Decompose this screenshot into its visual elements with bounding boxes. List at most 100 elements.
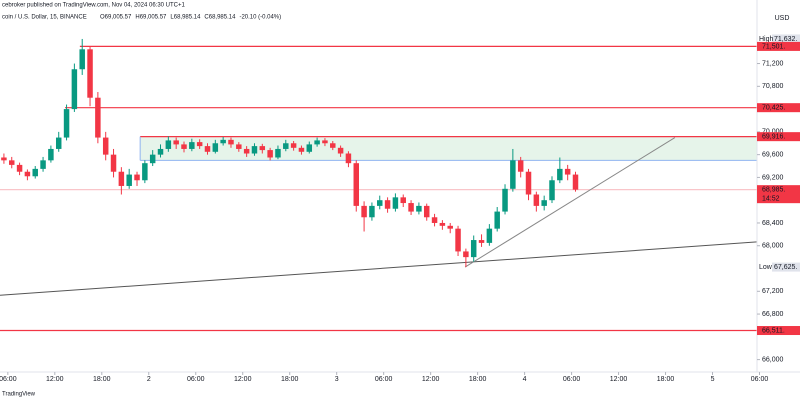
- candle-body: [173, 140, 179, 145]
- candle-body: [572, 174, 579, 190]
- candle-body: [87, 49, 93, 98]
- candle-body: [267, 150, 273, 158]
- candle-body: [157, 148, 164, 155]
- x-tick-label: 06:00: [0, 376, 17, 383]
- candle-body: [525, 171, 532, 195]
- candle-body: [149, 154, 156, 164]
- price-tag: [757, 41, 800, 51]
- price-tag-label: 68,985.: [762, 187, 785, 194]
- price-tag-label: 69,916.: [762, 133, 785, 140]
- trendline: [464, 137, 676, 268]
- candle-body: [1, 157, 7, 161]
- candle-body: [48, 148, 54, 161]
- publisher: cebroker published on TradingView.com, N…: [2, 3, 185, 9]
- candle-body: [275, 148, 281, 158]
- x-tick-label: 2: [147, 376, 151, 383]
- candle-body: [392, 197, 399, 209]
- candle-body: [71, 69, 78, 110]
- candle-body: [322, 140, 328, 144]
- candle-body: [212, 143, 219, 152]
- y-tick-label: 68,000: [762, 243, 784, 250]
- price-tag: [757, 103, 800, 113]
- candle-body: [204, 146, 211, 152]
- candle-body: [40, 160, 46, 169]
- x-tick-label: 5: [711, 376, 715, 383]
- candle-body: [306, 144, 313, 152]
- candle-body: [533, 194, 540, 206]
- candle-body: [564, 168, 571, 175]
- candle-body: [165, 140, 172, 149]
- candle-body: [243, 148, 250, 154]
- candle-body: [236, 144, 242, 149]
- x-tick-label: 4: [523, 376, 527, 383]
- candle-body: [283, 143, 289, 149]
- price-tag-label: 71,501.: [762, 43, 785, 50]
- price-tag: [772, 262, 800, 272]
- symbol: coin / U.S. Dollar, 15, BINANCE: [2, 15, 87, 21]
- candle-body: [298, 147, 305, 152]
- x-tick-label: 3: [335, 376, 339, 383]
- candle-body: [330, 143, 336, 148]
- candle-body: [345, 153, 352, 164]
- price-tag-label: 70,425.: [762, 105, 785, 112]
- x-tick-label: 12:00: [610, 376, 628, 383]
- x-tick-label: 06:00: [751, 376, 769, 383]
- candle-body: [220, 139, 226, 144]
- candle-body: [142, 163, 148, 181]
- candle-body: [416, 205, 422, 212]
- y-tick-label: 71,200: [762, 60, 784, 67]
- y-tick-label: 69,600: [762, 151, 784, 158]
- ohlc-value: H69,005.57: [135, 15, 167, 21]
- candle-body: [384, 200, 391, 209]
- ohlc-value: -20.10 (-0.04%): [239, 15, 281, 21]
- candle-body: [196, 142, 203, 147]
- brand: TradingView: [2, 392, 36, 398]
- currency: USD: [775, 15, 790, 22]
- price-tag-name: Low: [759, 264, 773, 271]
- ohlc-value: L68,985.14: [170, 15, 201, 21]
- candle-body: [494, 211, 500, 229]
- candle-body: [24, 171, 31, 177]
- candle-body: [251, 146, 258, 154]
- candle-body: [439, 222, 446, 226]
- ohlc-value: C68,985.14: [204, 15, 236, 21]
- candle-body: [447, 225, 453, 229]
- candle-body: [408, 203, 414, 212]
- candle-body: [369, 205, 375, 218]
- candle-body: [431, 217, 438, 223]
- candle-body: [181, 144, 187, 149]
- ohlc-value: O69,005.57: [100, 15, 132, 21]
- candle-body: [16, 164, 23, 172]
- candle-body: [337, 147, 344, 154]
- price-tag: [757, 326, 800, 336]
- x-tick-label: 06:00: [563, 376, 581, 383]
- candle-body: [189, 142, 195, 149]
- candle-body: [517, 160, 524, 172]
- x-tick-label: 18:00: [93, 376, 111, 383]
- candle-body: [549, 180, 555, 201]
- candle-body: [377, 200, 383, 206]
- x-tick-label: 12:00: [234, 376, 252, 383]
- candle-body: [463, 251, 469, 258]
- candle-body: [502, 188, 508, 212]
- candle-body: [400, 197, 406, 204]
- price-tag: [757, 185, 800, 204]
- x-tick-label: 06:00: [375, 376, 393, 383]
- price-tag-countdown: 14:52: [762, 196, 780, 203]
- candle-body: [259, 146, 266, 151]
- candle-body: [361, 205, 367, 218]
- price-tag-label: 71,632.: [774, 36, 797, 43]
- candle-body: [63, 109, 70, 138]
- candle-body: [353, 163, 360, 206]
- candle-body: [32, 168, 38, 177]
- candle-body: [118, 171, 125, 186]
- x-tick-label: 18:00: [657, 376, 675, 383]
- x-tick-label: 06:00: [187, 376, 205, 383]
- y-tick-label: 68,400: [762, 220, 784, 227]
- candle-body: [55, 137, 62, 149]
- candle-body: [470, 240, 477, 258]
- price-tag: [757, 132, 800, 142]
- trendline: [0, 241, 757, 296]
